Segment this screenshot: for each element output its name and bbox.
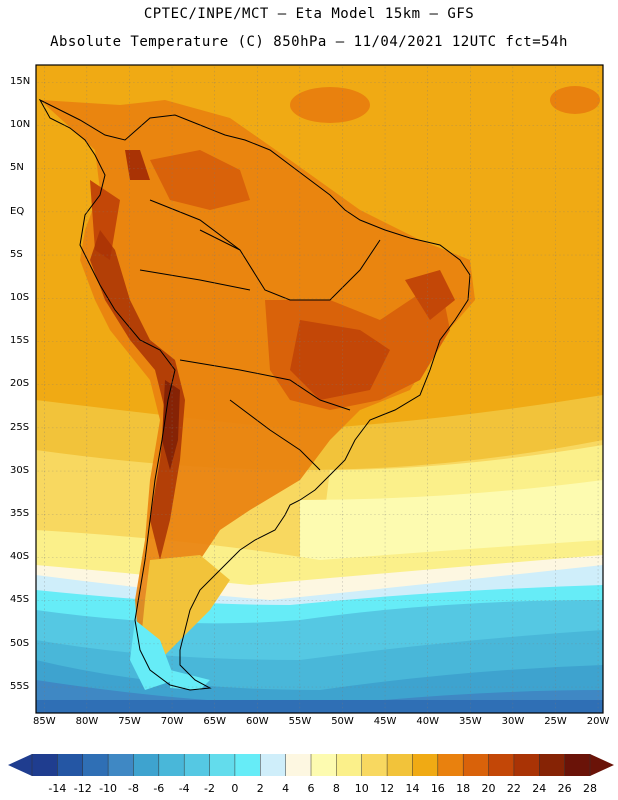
colorbar <box>8 754 614 776</box>
colorbar-label: 16 <box>430 782 445 795</box>
lon-label: 50W <box>331 716 354 727</box>
colorbar-label: 22 <box>506 782 521 795</box>
lon-label: 25W <box>544 716 567 727</box>
colorbar-swatch <box>184 754 211 776</box>
colorbar-label: -14 <box>48 782 67 795</box>
lat-label: 5S <box>10 248 23 260</box>
lon-label: 20W <box>586 716 610 727</box>
colorbar-swatch <box>336 754 363 776</box>
lon-label: 40W <box>416 716 440 727</box>
colorbar-label: 2 <box>256 782 264 795</box>
lat-label: 30S <box>10 464 30 476</box>
lat-label: 20S <box>10 378 30 390</box>
colorbar-label: 0 <box>231 782 239 795</box>
colorbar-label: -10 <box>99 782 118 795</box>
colorbar-swatch <box>285 754 312 776</box>
lat-label: 5N <box>10 162 24 174</box>
lat-label: 10N <box>10 119 31 131</box>
colorbar-label: 28 <box>583 782 597 795</box>
colorbar-swatch <box>32 754 58 776</box>
colorbar-min-arrow <box>8 754 32 776</box>
lat-label: 35S <box>10 508 30 519</box>
colorbar-label: 20 <box>481 782 496 795</box>
colorbar-label: 4 <box>282 782 290 795</box>
lat-label: 25S <box>10 421 30 433</box>
colorbar-swatch <box>209 754 236 776</box>
colorbar-swatch <box>463 754 490 776</box>
colorbar-swatch <box>311 754 337 776</box>
colorbar-label: 10 <box>354 782 369 795</box>
lat-label: 15N <box>10 76 31 87</box>
colorbar-swatch <box>437 754 464 776</box>
lon-label: 30W <box>501 716 525 727</box>
colorbar-label: 18 <box>456 782 471 795</box>
colorbar-label: 14 <box>405 782 420 795</box>
title-line-1: CPTEC/INPE/MCT – Eta Model 15km – GFS <box>143 6 475 22</box>
lat-label: 45S <box>10 594 30 606</box>
colorbar-label: -2 <box>204 782 216 795</box>
colorbar-label: 6 <box>307 782 315 795</box>
lat-label: EQ <box>10 205 25 217</box>
colorbar-swatch <box>82 754 109 776</box>
colorbar-swatch <box>108 754 134 776</box>
lon-label: 85W <box>33 716 56 727</box>
lon-label: 75W <box>118 716 141 727</box>
lon-label: 80W <box>75 716 99 727</box>
colorbar-swatch <box>387 754 413 776</box>
colorbar-swatch <box>133 754 160 776</box>
lon-label: 35W <box>459 716 482 727</box>
colorbar-swatch <box>513 754 540 776</box>
colorbar-label: 26 <box>557 782 572 795</box>
lat-label: 10S <box>10 292 30 303</box>
title-line-2: Absolute Temperature (C) 850hPa – 11/04/… <box>50 34 568 50</box>
lon-label: 45W <box>373 716 397 727</box>
colorbar-swatch <box>260 754 287 776</box>
colorbar-label: -12 <box>73 782 92 795</box>
colorbar-swatch <box>57 754 84 776</box>
colorbar-swatch <box>412 754 439 776</box>
colorbar-swatch <box>539 754 566 776</box>
colorbar-swatch <box>234 754 261 776</box>
lat-label: 15S <box>10 335 30 347</box>
colorbar-swatch <box>158 754 185 776</box>
graticule <box>36 65 603 713</box>
colorbar-max-arrow <box>590 754 614 776</box>
colorbar-swatch <box>488 754 515 776</box>
lon-label: 55W <box>288 716 312 727</box>
lat-label: 40S <box>10 551 30 563</box>
colorbar-swatch <box>564 754 591 776</box>
colorbar-label: -4 <box>178 782 190 795</box>
lat-label: 55S <box>10 680 30 692</box>
colorbar-label: -8 <box>127 782 139 795</box>
colorbar-label: 24 <box>532 782 547 795</box>
colorbar-label: 8 <box>332 782 340 795</box>
lon-label: 70W <box>160 716 184 727</box>
colorbar-swatch <box>361 754 388 776</box>
lon-label: 60W <box>246 716 269 727</box>
lat-label: 50S <box>10 637 30 649</box>
lon-label: 65W <box>203 716 227 727</box>
colorbar-label: -6 <box>153 782 165 795</box>
map-frame <box>35 64 604 714</box>
colorbar-label: 12 <box>380 782 395 795</box>
